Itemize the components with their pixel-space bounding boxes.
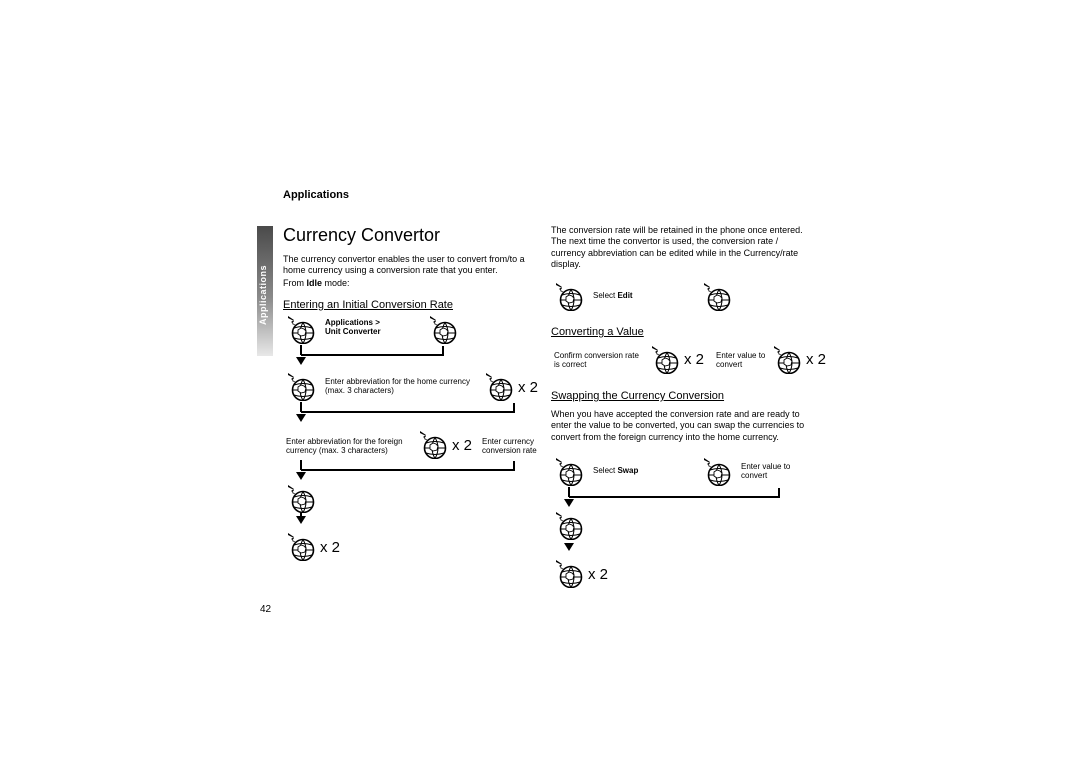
step2-label: Enter abbreviation for the home currency… <box>325 377 475 395</box>
section-swapping: Swapping the Currency Conversion <box>551 390 724 402</box>
manual-page: Applications Applications Currency Conve… <box>0 0 1080 763</box>
step1-line2: Unit Converter <box>325 327 381 336</box>
page-title: Currency Convertor <box>283 225 543 246</box>
from-idle-suffix: mode: <box>322 278 350 288</box>
enter-value-label: Enter value to convert <box>716 351 771 369</box>
connector <box>286 400 546 422</box>
step1-label: Applications > Unit Converter <box>325 318 420 336</box>
arrow-down-icon <box>564 543 574 557</box>
globe-hand-icon <box>554 510 584 540</box>
step1-line1: Applications > <box>325 318 380 327</box>
select-edit-bold: Edit <box>617 291 632 300</box>
globe-hand-icon <box>702 456 732 486</box>
section-entering-rate: Entering an Initial Conversion Rate <box>283 299 543 311</box>
right-column: The conversion rate will be retained in … <box>551 225 811 270</box>
confirm-label: Confirm conversion rate is correct <box>554 351 644 369</box>
globe-hand-icon <box>484 371 514 401</box>
select-prefix: Select <box>593 466 617 475</box>
select-swap-bold: Swap <box>617 466 638 475</box>
select-edit-label: Select Edit <box>593 291 693 300</box>
right-intro: The conversion rate will be retained in … <box>551 225 811 270</box>
arrow-down-icon <box>296 516 306 530</box>
globe-hand-icon <box>772 344 802 374</box>
side-tab-label: Applications <box>258 240 272 350</box>
connector <box>554 485 804 507</box>
connector <box>286 343 466 365</box>
from-idle-bold: Idle <box>307 278 323 288</box>
globe-hand-icon <box>286 371 316 401</box>
select-prefix: Select <box>593 291 617 300</box>
intro-text: The currency convertor enables the user … <box>283 254 543 277</box>
x2-label: x 2 <box>320 539 340 556</box>
globe-hand-icon <box>286 483 316 513</box>
section-converting-value: Converting a Value <box>551 326 644 338</box>
step4-label: Enter currency conversion rate <box>482 437 542 455</box>
from-idle-prefix: From <box>283 278 307 288</box>
x2-label: x 2 <box>806 351 826 368</box>
x2-label: x 2 <box>684 351 704 368</box>
swap-intro: When you have accepted the conversion ra… <box>551 409 811 443</box>
enter-value2-label: Enter value to convert <box>741 462 801 480</box>
step3-label: Enter abbreviation for the foreign curre… <box>286 437 416 455</box>
page-number: 42 <box>260 604 271 615</box>
left-column: Currency Convertor The currency converto… <box>283 225 543 311</box>
globe-hand-icon <box>286 531 316 561</box>
x2-label: x 2 <box>452 437 472 454</box>
from-idle-text: From Idle mode: <box>283 278 543 289</box>
globe-hand-icon <box>286 314 316 344</box>
select-swap-label: Select Swap <box>593 466 683 475</box>
connector <box>286 458 546 520</box>
x2-label: x 2 <box>588 566 608 583</box>
globe-hand-icon <box>428 314 458 344</box>
globe-hand-icon <box>650 344 680 374</box>
globe-hand-icon <box>702 281 732 311</box>
page-header: Applications <box>283 189 349 201</box>
x2-label: x 2 <box>518 379 538 396</box>
globe-hand-icon <box>554 558 584 588</box>
globe-hand-icon <box>554 456 584 486</box>
globe-hand-icon <box>554 281 584 311</box>
globe-hand-icon <box>418 429 448 459</box>
